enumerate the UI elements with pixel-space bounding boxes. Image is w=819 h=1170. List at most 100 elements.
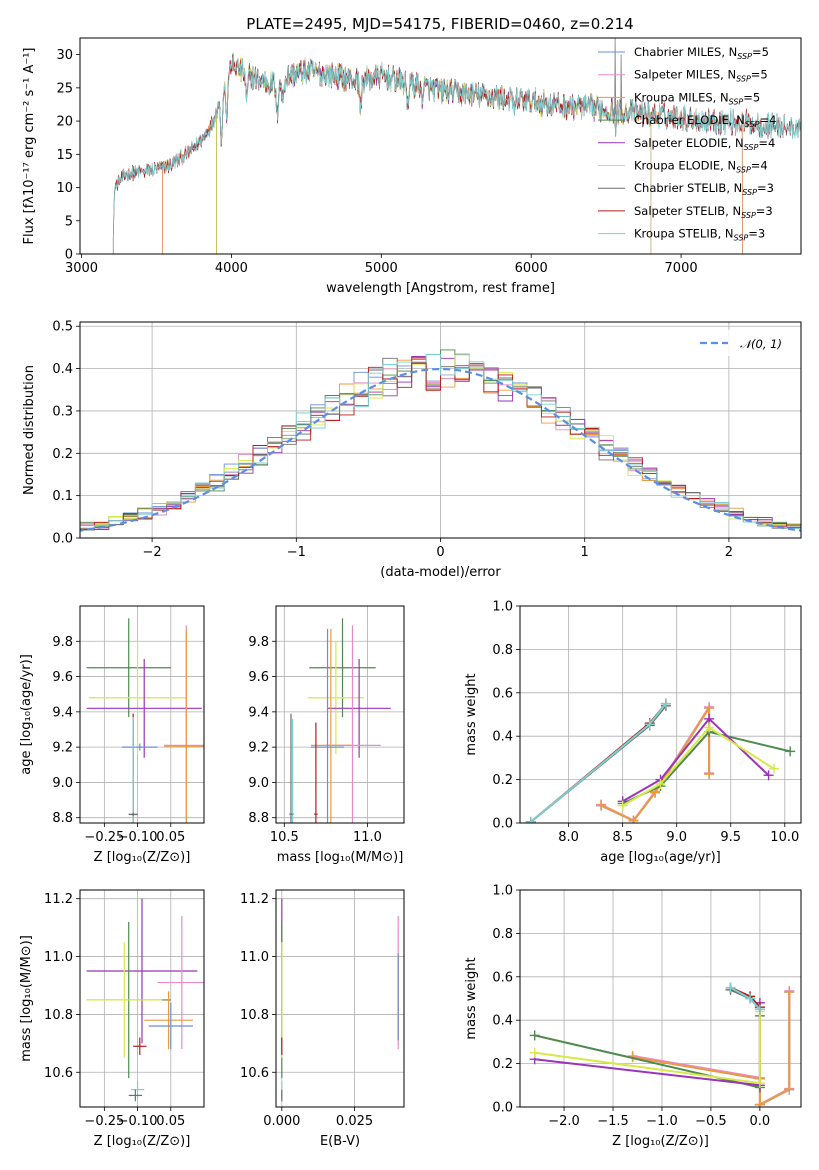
- plot-area: [289, 618, 391, 823]
- x-tick-label: 11.0: [353, 830, 382, 845]
- plot-area: [86, 618, 204, 823]
- y-axis-label: Flux [fλ10⁻¹⁷ erg cm⁻² s⁻¹ A⁻¹]: [22, 48, 37, 245]
- y-tick-label: 0.6: [492, 686, 513, 701]
- panel-weight-vs-age: 8.0 8.5 9.0 9.5 10.0 0.0 0.2 0.4 0.6 0.8 1.0 age [l…: [464, 600, 802, 865]
- plus-marker: [529, 1030, 540, 1041]
- x-tick-label: 0: [436, 545, 444, 560]
- axes-frame: [79, 37, 802, 255]
- x-tick-label: 0.05: [156, 830, 185, 845]
- y-tick-label: 9.6: [248, 670, 269, 685]
- y-tick-label: 11.0: [240, 950, 269, 965]
- y-tick-label: 9.8: [248, 635, 269, 650]
- y-tick-label: 9.4: [248, 705, 269, 720]
- legend-label-text: Salpeter MILES, N: [634, 68, 736, 82]
- plus-marker: [763, 770, 774, 781]
- spectrum-line: [112, 55, 801, 254]
- plus-marker: [704, 769, 715, 780]
- plus-marker: [754, 1099, 765, 1107]
- x-tick-label: 10.5: [270, 830, 299, 845]
- y-tick-label: 30: [56, 48, 73, 63]
- weight-line: [600, 703, 711, 822]
- y-tick-label: 10.6: [240, 1066, 269, 1081]
- x-tick-label: 8.5: [612, 830, 633, 845]
- legend-label-sub: SSP: [742, 188, 757, 197]
- y-tick-label: 0.0: [492, 1101, 513, 1116]
- plus-marker: [754, 1004, 765, 1015]
- legend-label: Chabrier STELIB, NSSP=3: [634, 181, 774, 197]
- legend-label-tail: =3: [756, 204, 773, 218]
- histogram-series: [80, 354, 801, 532]
- legend-label-tail: =5: [752, 45, 769, 59]
- gaussian-curve: [80, 367, 801, 532]
- plus-marker: [754, 1078, 765, 1089]
- panel-weight-vs-Z: −2.0 −1.5 −1.0 −0.5 0.0 0.0 0.2 0.4 0.6 0.8 1.0 Z […: [464, 884, 802, 1149]
- y-tick-label: 8.8: [52, 811, 73, 826]
- legend-label: Salpeter MILES, NSSP=5: [634, 68, 768, 84]
- errorbar-point: [128, 1089, 142, 1102]
- weight-line: [730, 988, 761, 1011]
- y-tick-label: 0.4: [52, 362, 73, 377]
- legend-label-sub: SSP: [741, 211, 756, 220]
- plus-marker: [529, 1047, 540, 1058]
- panel-mass-vs-ebv: 0.000 0.025 10.6 10.8 11.0 11.2 E(B-V): [240, 889, 405, 1149]
- y-tick-label: 0.0: [52, 532, 73, 547]
- plus-marker: [725, 982, 736, 993]
- histogram-series: [80, 362, 801, 534]
- x-tick-label: 6000: [515, 261, 548, 276]
- panel-age-vs-mass: 10.5 11.0 8.8 9.0 9.2 9.4 9.6 9.8 mass [log₁₀(M/…: [248, 605, 405, 865]
- y-tick-label: 15: [56, 148, 73, 163]
- errorbar-point: [88, 641, 187, 755]
- y-tick-label: 10.8: [240, 1008, 269, 1023]
- x-tick-label: −1.5: [597, 1114, 629, 1129]
- y-axis-label: mass [log₁₀(M/M⊙)]: [19, 935, 34, 1062]
- y-tick-label: 9.4: [52, 705, 73, 720]
- x-tick-label: −0.10: [118, 830, 158, 845]
- errorbar-point: [314, 722, 318, 823]
- legend-label-sub: SSP: [744, 143, 759, 152]
- x-tick-label: 0.05: [156, 1114, 185, 1129]
- y-tick-label: 0: [65, 248, 73, 263]
- x-tick-label: 2: [725, 545, 733, 560]
- legend-label-sub: SSP: [734, 234, 749, 243]
- legend-label: Kroupa STELIB, NSSP=3: [634, 227, 765, 243]
- plot-area: [281, 898, 399, 1102]
- panels: 3000 4000 5000 6000 7000051015202530waveleng…: [19, 37, 802, 1149]
- x-tick-label: −2.0: [548, 1114, 580, 1129]
- y-tick-label: 5: [65, 214, 73, 229]
- plus-marker: [617, 800, 628, 811]
- figure-title: PLATE=2495, MJD=54175, FIBERID=0460, z=0…: [246, 15, 633, 33]
- axes-frame: [519, 889, 802, 1108]
- x-tick-label: −1.0: [646, 1114, 678, 1129]
- legend: 𝒩(0, 1): [692, 330, 792, 356]
- legend-label-text: Chabrier ELODIE, N: [634, 113, 745, 127]
- y-tick-label: 0.5: [52, 320, 73, 335]
- axes-frame: [79, 321, 802, 539]
- y-tick-label: 11.0: [44, 950, 73, 965]
- y-tick-label: 0.2: [52, 447, 73, 462]
- weight-line: [622, 726, 775, 807]
- legend-label: Kroupa ELODIE, NSSP=4: [634, 159, 768, 175]
- errorbar-point: [148, 1002, 193, 1050]
- y-tick-label: 0.3: [52, 404, 73, 419]
- plus-marker: [704, 702, 715, 713]
- errorbar-point: [133, 1037, 147, 1055]
- errorbar-point: [309, 618, 376, 718]
- x-tick-label: 1: [581, 545, 589, 560]
- errorbar-point: [86, 942, 162, 1058]
- y-tick-label: 0.6: [492, 970, 513, 985]
- errorbar-point: [310, 628, 351, 823]
- legend-label: Chabrier ELODIE, NSSP=4: [634, 113, 776, 129]
- x-axis-label: Z [log₁₀(Z/Z⊙)]: [94, 850, 191, 865]
- x-axis-label: wavelength [Angstrom, rest frame]: [326, 281, 555, 296]
- axes-frame: [79, 889, 205, 1108]
- legend-label-tail: =4: [760, 113, 777, 127]
- errorbar-point: [122, 743, 158, 751]
- legend-label-tail: =3: [757, 181, 774, 195]
- legend-label-text: Chabrier STELIB, N: [634, 181, 742, 195]
- legend-label-sub: SSP: [737, 52, 752, 61]
- legend-label-sub: SSP: [745, 120, 760, 129]
- weight-line: [600, 704, 711, 823]
- errorbar-point: [157, 916, 204, 1050]
- errorbar-point: [307, 641, 365, 755]
- y-tick-label: 9.2: [248, 741, 269, 756]
